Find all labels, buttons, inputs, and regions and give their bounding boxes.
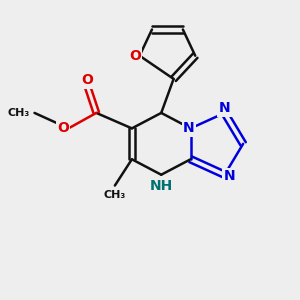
Text: O: O — [57, 122, 69, 135]
Text: NH: NH — [150, 178, 173, 193]
Text: N: N — [224, 169, 235, 183]
Text: O: O — [81, 74, 93, 88]
Text: O: O — [129, 49, 141, 63]
Text: CH₃: CH₃ — [8, 108, 30, 118]
Text: CH₃: CH₃ — [104, 190, 126, 200]
Text: N: N — [219, 101, 230, 115]
Text: N: N — [183, 122, 195, 135]
